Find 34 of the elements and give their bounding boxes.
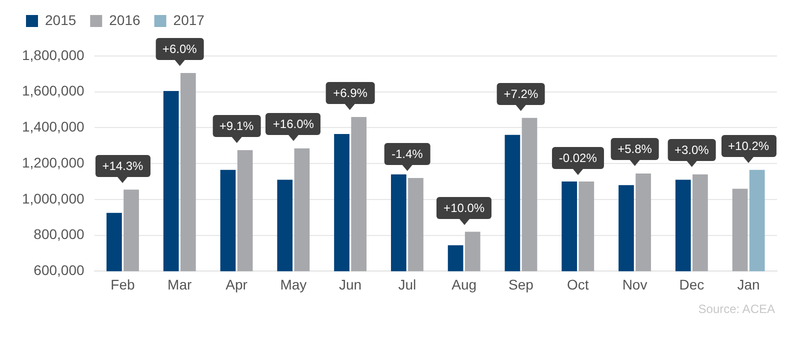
legend-label: 2015 <box>45 12 76 28</box>
x-tick-label: Oct <box>566 276 589 292</box>
x-tick-label: Jun <box>339 276 362 292</box>
y-tick-label: 1,000,000 <box>22 190 84 206</box>
legend-label: 2017 <box>173 12 205 28</box>
annotation: +7.2% <box>496 82 546 105</box>
x-tick-label: Sep <box>508 276 534 292</box>
x-tick-label: Jul <box>398 276 416 292</box>
y-tick-label: 1,800,000 <box>22 46 84 63</box>
x-tick-label: Apr <box>226 276 248 292</box>
annotation: +14.3% <box>95 154 150 177</box>
x-tick-label: May <box>280 276 307 292</box>
x-tick-label: Aug <box>452 276 477 292</box>
x-tick-label: Dec <box>679 276 704 292</box>
annotation: +3.0% <box>667 139 716 162</box>
y-tick-label: 800,000 <box>34 226 84 242</box>
annotation: -0.02% <box>552 146 604 169</box>
annotation: +9.1% <box>212 115 261 138</box>
annotation: +6.9% <box>326 82 374 104</box>
annotation: +10.2% <box>721 134 776 157</box>
annotation: +6.0% <box>155 38 204 60</box>
legend-label: 2016 <box>109 12 141 28</box>
annotation: +16.0% <box>266 113 321 136</box>
x-tick-label: Feb <box>110 276 136 292</box>
y-tick-label: 1,400,000 <box>22 118 84 135</box>
x-tick-label: Jan <box>737 276 760 292</box>
annotation: +10.0% <box>436 196 492 219</box>
y-tick-label: 1,200,000 <box>22 154 84 170</box>
annotation: +5.8% <box>610 138 659 160</box>
annotation: -1.4% <box>384 142 430 165</box>
x-tick-label: Mar <box>168 276 192 292</box>
x-tick-label: Nov <box>622 276 648 292</box>
y-tick-label: 600,000 <box>34 262 84 278</box>
y-tick-label: 1,600,000 <box>22 82 84 99</box>
